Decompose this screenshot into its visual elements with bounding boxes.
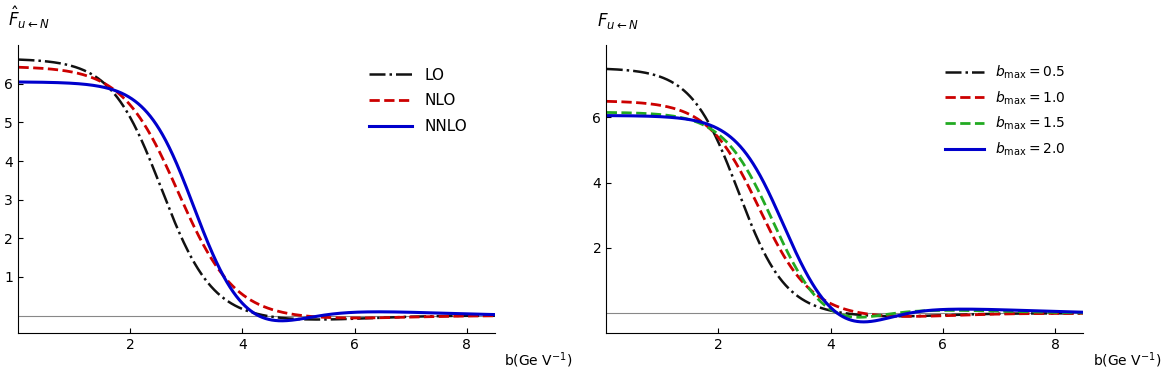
Text: $\hat{F}_{u\leftarrow N}$: $\hat{F}_{u\leftarrow N}$	[8, 4, 50, 31]
Legend: LO, NLO, NNLO: LO, NLO, NNLO	[363, 61, 473, 140]
Text: $F_{u\leftarrow N}$: $F_{u\leftarrow N}$	[597, 11, 638, 31]
Text: b(Ge V$^{-1}$): b(Ge V$^{-1}$)	[504, 350, 573, 370]
Legend: $b_{\max}$$=0.5$, $b_{\max}$$=1.0$, $b_{\max}$$=1.5$, $b_{\max}$$=2.0$: $b_{\max}$$=0.5$, $b_{\max}$$=1.0$, $b_{…	[939, 58, 1072, 163]
Text: b(Ge V$^{-1}$): b(Ge V$^{-1}$)	[1093, 350, 1162, 370]
